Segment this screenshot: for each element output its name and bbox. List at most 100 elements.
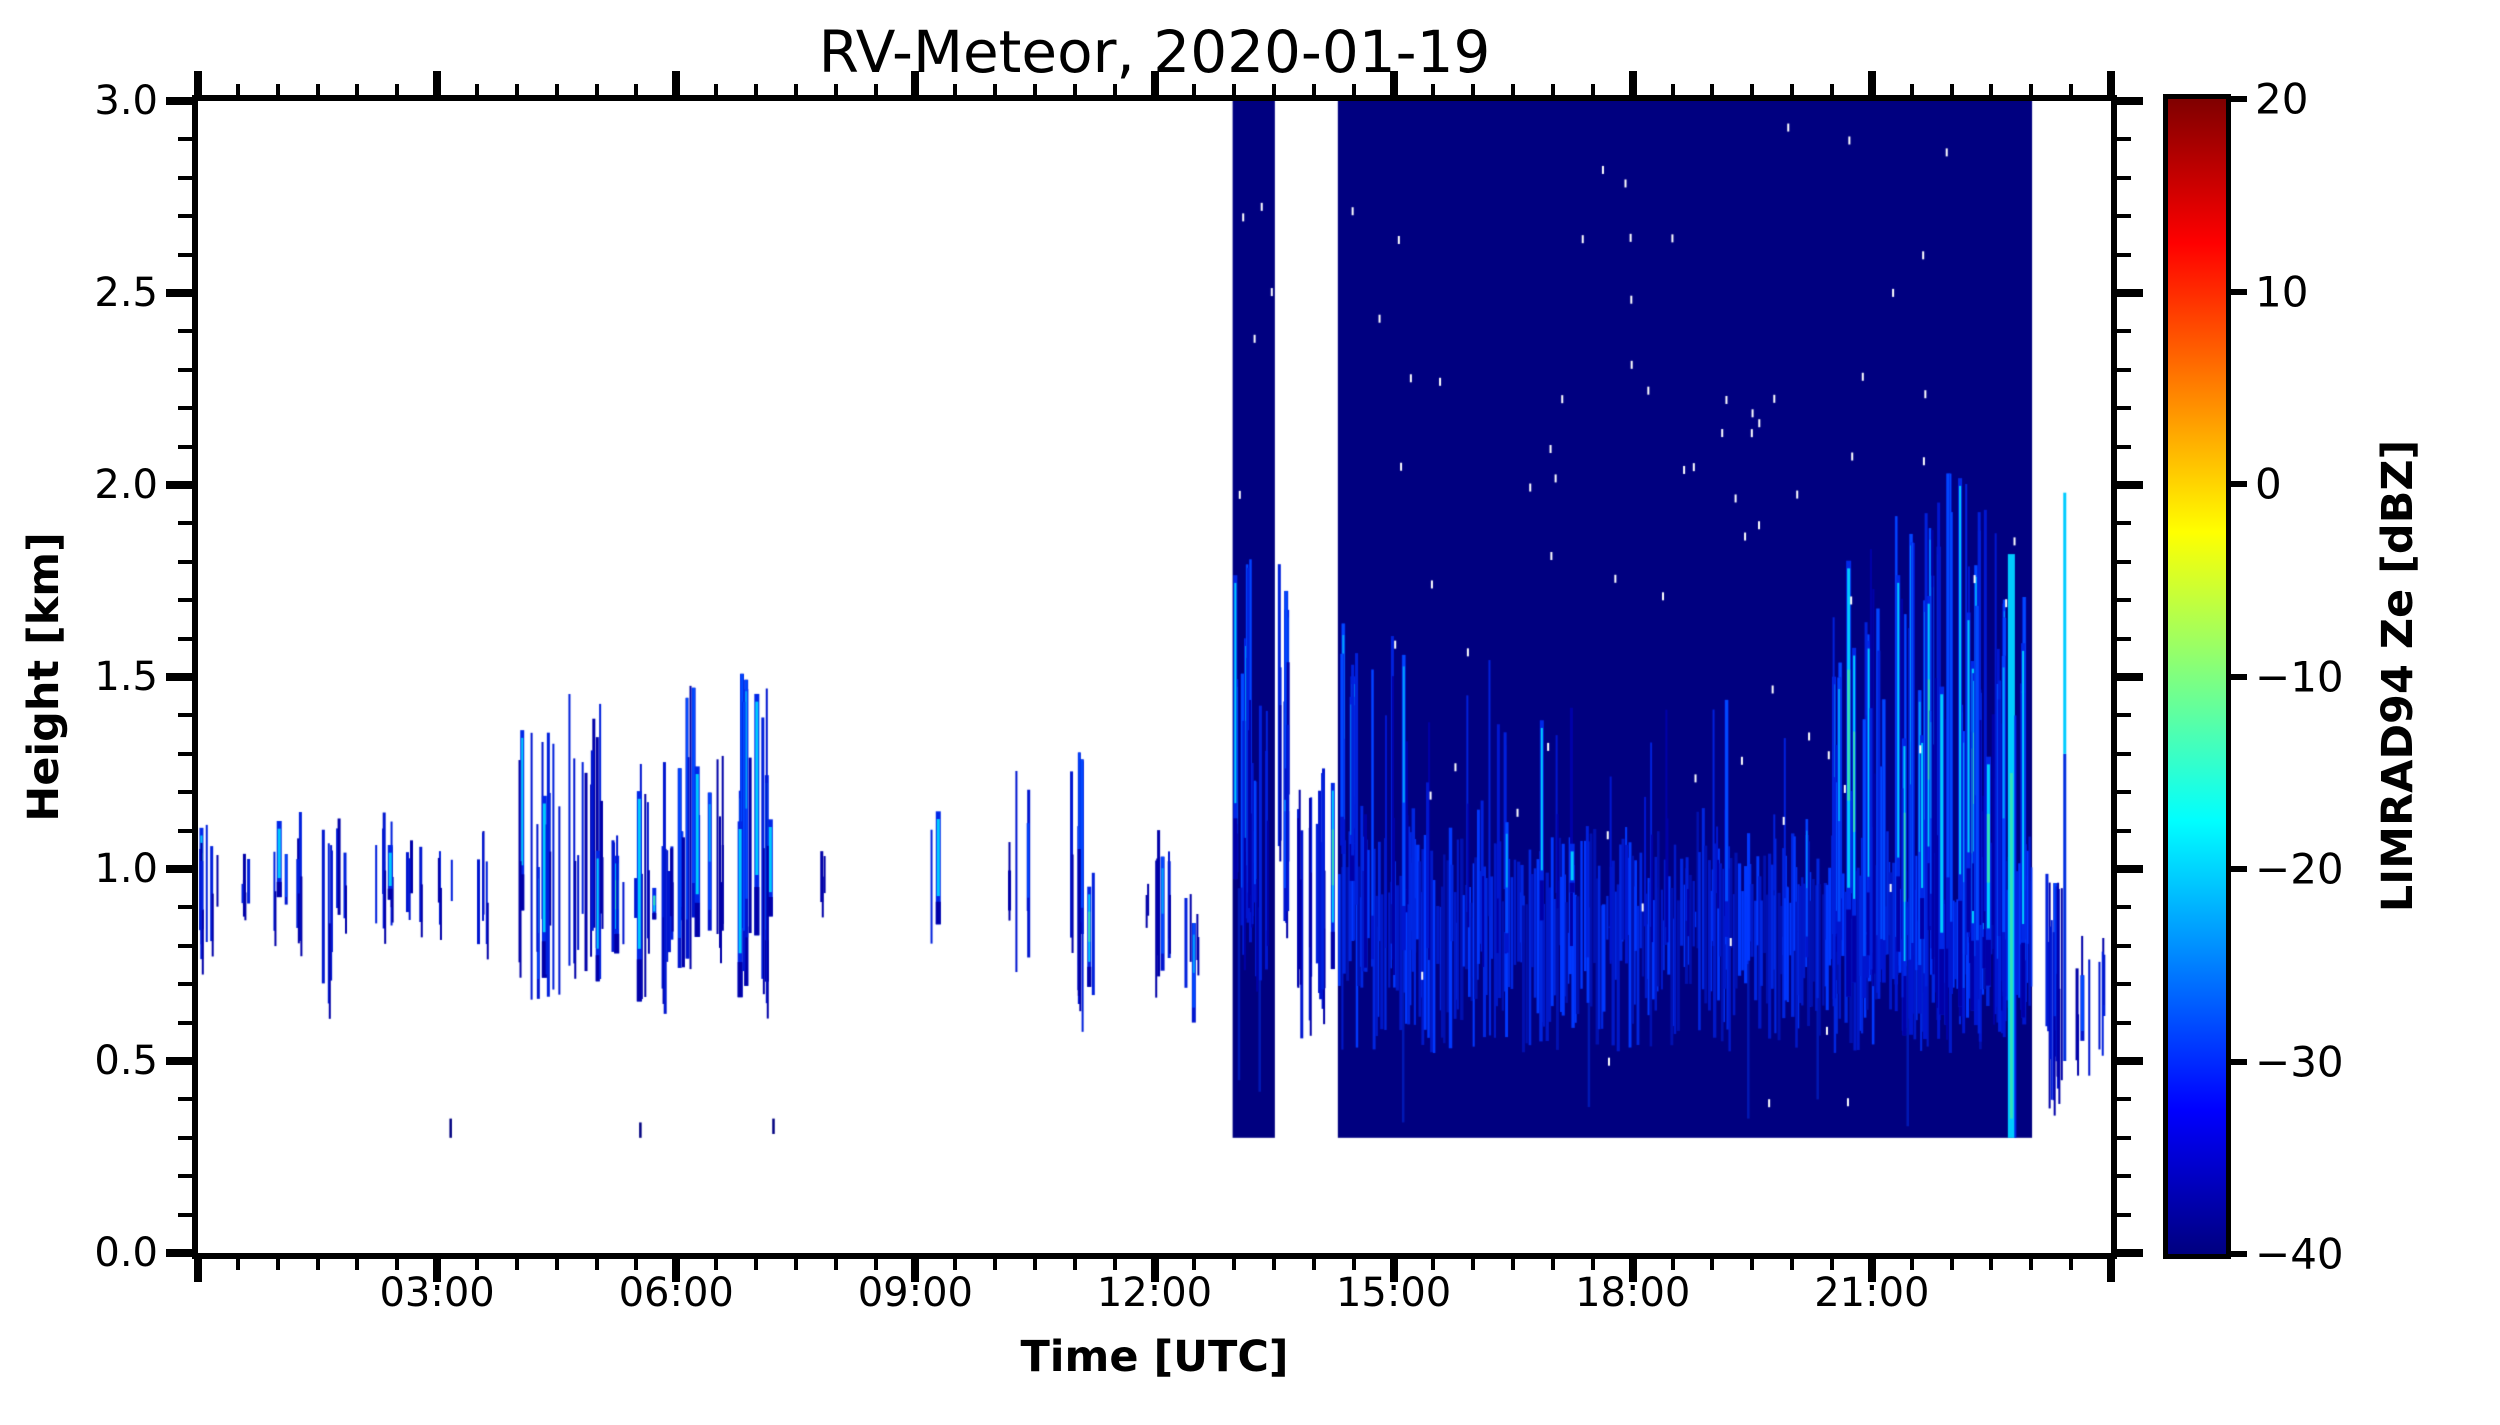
x-minor-tick (873, 1256, 878, 1270)
x-minor-tick (235, 1256, 240, 1270)
x-minor-tick-top (355, 84, 360, 98)
y-minor-tick (178, 329, 192, 334)
y-major-tick-right (2117, 289, 2143, 297)
y-minor-tick-right (2117, 598, 2131, 603)
x-minor-tick (1072, 1256, 1077, 1270)
radar-reflectivity-heatmap-canvas (198, 101, 2111, 1253)
y-minor-tick (178, 751, 192, 756)
y-major-tick (166, 1249, 192, 1257)
x-minor-tick (993, 1256, 998, 1270)
x-minor-tick-top (474, 84, 479, 98)
y-minor-tick (178, 713, 192, 718)
x-minor-tick (1112, 1256, 1117, 1270)
y-minor-tick-right (2117, 367, 2131, 372)
x-minor-tick-top (634, 84, 639, 98)
x-minor-tick (355, 1256, 360, 1270)
y-minor-tick (178, 444, 192, 449)
y-minor-tick-right (2117, 444, 2131, 449)
x-minor-tick (554, 1256, 559, 1270)
x-minor-tick (1670, 1256, 1675, 1270)
x-minor-tick-top (514, 84, 519, 98)
x-minor-tick-top (315, 84, 320, 98)
x-minor-tick (793, 1256, 798, 1270)
x-minor-tick (1272, 1256, 1277, 1270)
x-minor-tick-top (1232, 84, 1237, 98)
y-minor-tick (178, 137, 192, 142)
x-minor-tick-top (1949, 84, 1954, 98)
x-minor-tick (833, 1256, 838, 1270)
y-minor-tick-right (2117, 329, 2131, 334)
y-tick-label: 1.5 (94, 654, 158, 700)
colorbar-tick-label: −20 (2255, 844, 2344, 894)
y-axis-label: Height [km] (19, 532, 69, 822)
y-major-tick-right (2117, 97, 2143, 105)
x-minor-tick-top (793, 84, 798, 98)
x-minor-tick (1192, 1256, 1197, 1270)
x-minor-tick-top (1471, 84, 1476, 98)
x-tick-label: 18:00 (1575, 1270, 1691, 1316)
x-minor-tick (594, 1256, 599, 1270)
x-minor-tick-top (1272, 84, 1277, 98)
x-minor-tick-top (1790, 84, 1795, 98)
y-minor-tick (178, 559, 192, 564)
colorbar-tick-label: 10 (2255, 267, 2309, 316)
x-axis-label: Time [UTC] (1020, 1332, 1289, 1382)
y-minor-tick (178, 982, 192, 987)
x-major-tick-top (433, 71, 442, 97)
x-minor-tick-top (1830, 84, 1835, 98)
y-minor-tick-right (2117, 982, 2131, 987)
y-major-tick-right (2117, 673, 2143, 681)
x-minor-tick (1431, 1256, 1436, 1270)
x-minor-tick (1989, 1256, 1994, 1270)
y-major-tick (166, 289, 192, 297)
y-minor-tick-right (2117, 905, 2131, 910)
x-minor-tick-top (1710, 84, 1715, 98)
y-minor-tick-right (2117, 175, 2131, 180)
y-minor-tick (178, 406, 192, 411)
y-minor-tick (178, 828, 192, 833)
x-minor-tick-top (953, 84, 958, 98)
x-major-tick (2107, 1256, 2115, 1282)
x-minor-tick-top (993, 84, 998, 98)
x-major-tick-top (1867, 71, 1876, 97)
x-major-tick-top (194, 71, 202, 97)
x-minor-tick-top (1072, 84, 1077, 98)
x-minor-tick-top (1192, 84, 1197, 98)
x-minor-tick-top (395, 84, 400, 98)
y-major-tick-right (2117, 1057, 2143, 1065)
x-minor-tick (1750, 1256, 1755, 1270)
x-minor-tick-top (1431, 84, 1436, 98)
y-minor-tick-right (2117, 1212, 2131, 1217)
x-major-tick (1150, 1256, 1159, 1282)
colorbar-tick (2229, 673, 2247, 680)
y-minor-tick (178, 1174, 192, 1179)
x-minor-tick-top (1311, 84, 1316, 98)
x-minor-tick (2069, 1256, 2074, 1270)
y-minor-tick-right (2117, 751, 2131, 756)
x-major-tick (672, 1256, 681, 1282)
x-minor-tick-top (753, 84, 758, 98)
y-minor-tick (178, 905, 192, 910)
colorbar-tick (2229, 288, 2247, 295)
y-tick-label: 0.0 (94, 1230, 158, 1276)
y-minor-tick-right (2117, 406, 2131, 411)
y-minor-tick-right (2117, 1097, 2131, 1102)
x-minor-tick (1351, 1256, 1356, 1270)
x-tick-label: 03:00 (379, 1270, 495, 1316)
x-minor-tick (753, 1256, 758, 1270)
y-tick-label: 3.0 (94, 78, 158, 124)
x-major-tick (194, 1256, 202, 1282)
x-major-tick-top (911, 71, 920, 97)
x-minor-tick-top (2069, 84, 2074, 98)
colorbar-tick (2229, 96, 2247, 102)
y-minor-tick (178, 214, 192, 219)
y-minor-tick (178, 598, 192, 603)
y-minor-tick-right (2117, 214, 2131, 219)
x-minor-tick (275, 1256, 280, 1270)
y-minor-tick (178, 790, 192, 795)
y-minor-tick-right (2117, 559, 2131, 564)
x-major-tick-top (1150, 71, 1159, 97)
y-minor-tick-right (2117, 252, 2131, 257)
y-minor-tick (178, 1212, 192, 1217)
x-major-tick-top (672, 71, 681, 97)
